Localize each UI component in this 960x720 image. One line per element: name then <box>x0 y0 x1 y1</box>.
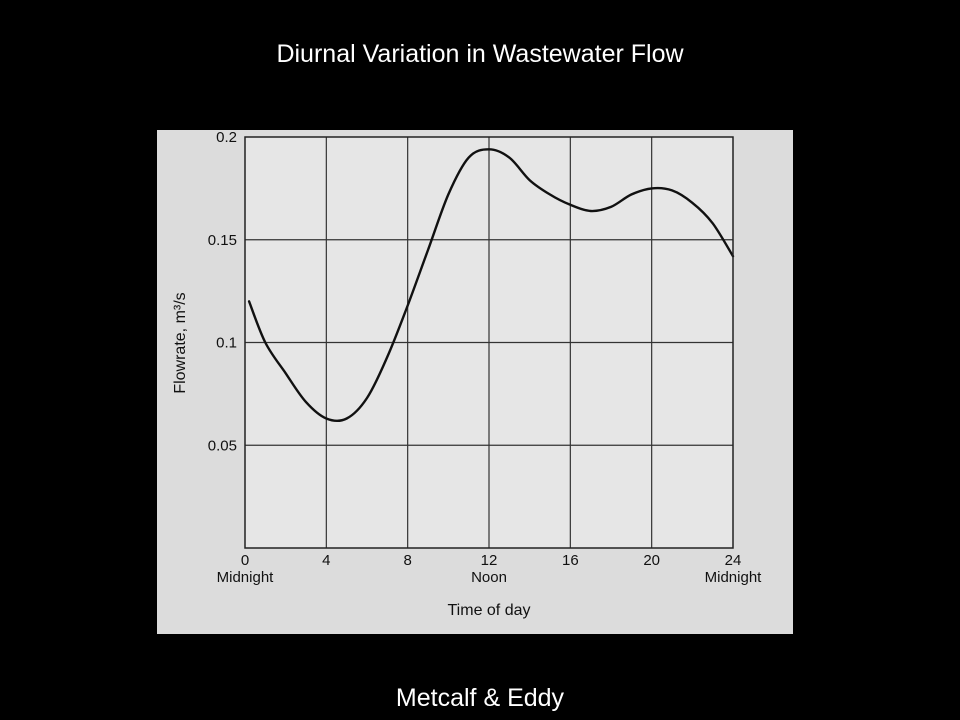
flowrate-curve <box>247 148 735 423</box>
y-tick-label: 0.15 <box>208 232 237 249</box>
chart-figure: 0 4 8 12 16 20 24 0.05 0.1 0.15 0.2 Midnight Noon Mid… <box>157 130 793 634</box>
y-axis-label: Flowrate, m³/s <box>172 292 189 393</box>
x-tick-label: 12 <box>481 552 498 569</box>
plot-frame <box>244 136 734 549</box>
x-time-label: Midnight <box>217 569 275 586</box>
y-tick-label: 0.05 <box>208 437 237 454</box>
x-tick-label: 0 <box>241 552 249 569</box>
slide-credit: Metcalf & Eddy <box>395 684 565 712</box>
curve-layer <box>247 148 735 423</box>
x-time-label: Midnight <box>705 569 763 586</box>
slide-title: Diurnal Variation in Wastewater Flow <box>276 40 684 68</box>
x-time-label: Noon <box>471 569 507 586</box>
flowrate-chart: 0 4 8 12 16 20 24 0.05 0.1 0.15 0.2 Midnight Noon Mid… <box>172 130 762 619</box>
x-tick-label: 4 <box>322 552 330 569</box>
y-tick-label: 0.1 <box>216 335 237 352</box>
tick-labels: 0 4 8 12 16 20 24 0.05 0.1 0.15 0.2 Midnight Noon Mid… <box>208 130 762 586</box>
x-tick-label: 20 <box>643 552 660 569</box>
x-tick-label: 24 <box>725 552 742 569</box>
x-tick-label: 8 <box>403 552 411 569</box>
y-tick-label: 0.2 <box>216 130 237 146</box>
x-axis-label: Time of day <box>448 602 531 619</box>
x-tick-label: 16 <box>562 552 579 569</box>
